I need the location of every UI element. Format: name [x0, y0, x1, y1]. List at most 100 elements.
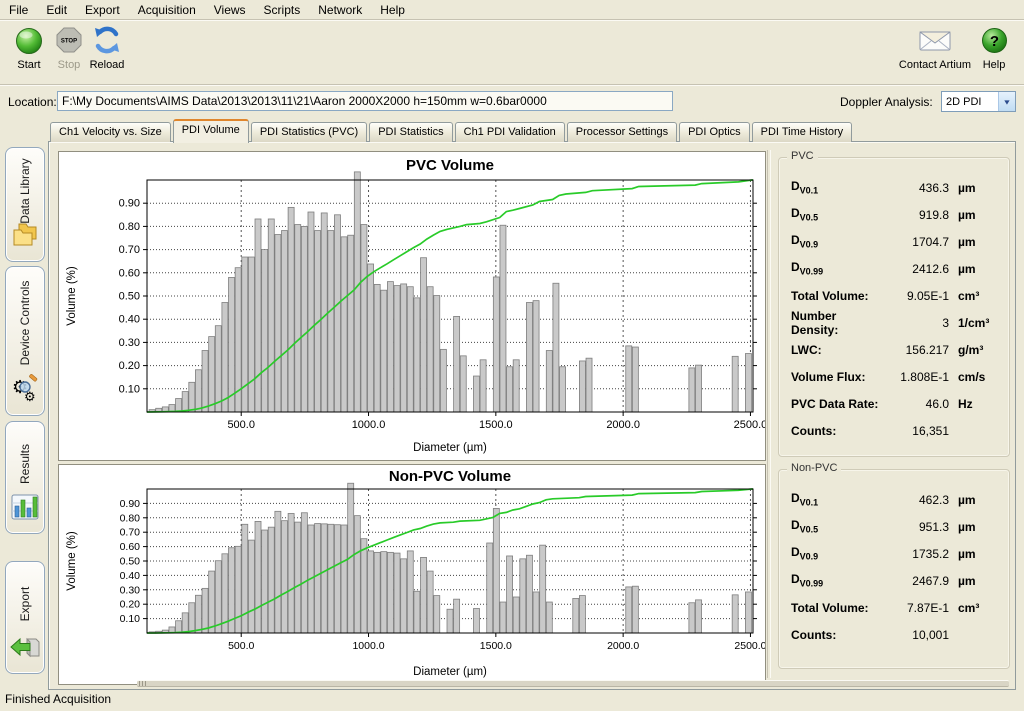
menu-file[interactable]: File: [0, 1, 37, 19]
stat-unit: µm: [949, 181, 999, 195]
doppler-analysis-value: 2D PDI: [942, 96, 998, 108]
reload-label: Reload: [84, 59, 130, 71]
stat-value: 9.05E-1: [883, 289, 949, 303]
tab-ch1-velocity-vs-size[interactable]: Ch1 Velocity vs. Size: [50, 122, 171, 142]
stat-unit: µm: [949, 547, 999, 561]
svg-text:0.60: 0.60: [119, 267, 140, 279]
svg-text:0.20: 0.20: [120, 599, 141, 611]
stat-row-volume-flux: Volume Flux:1.808E-1cm/s: [791, 363, 999, 390]
stat-value: 1.808E-1: [883, 370, 949, 384]
vertical-splitter[interactable]: [767, 150, 771, 678]
sidebar-item-results[interactable]: Results: [5, 421, 45, 534]
folders-icon: [11, 222, 39, 253]
svg-text:0.80: 0.80: [120, 512, 141, 524]
stat-row-counts: Counts:16,351: [791, 417, 999, 444]
contact-artium-button[interactable]: Contact Artium: [894, 23, 976, 71]
stat-label: PVC Data Rate:: [791, 397, 883, 411]
non-pvc-volume-chart: Non-PVC Volume0.100.200.300.400.500.600.…: [58, 464, 766, 685]
svg-text:1500.0: 1500.0: [479, 419, 513, 431]
non-pvc-stat-rows: DV0.1462.3µmDV0.5951.3µmDV0.91735.2µmDV0…: [791, 486, 999, 648]
stat-label: DV0.1: [791, 179, 883, 195]
green-arrow-box-icon: [10, 634, 40, 665]
stat-unit: µm: [949, 262, 999, 276]
stat-value: 3: [883, 316, 949, 330]
stat-value: 1735.2: [883, 547, 949, 561]
chevron-down-icon[interactable]: ▼: [998, 92, 1015, 111]
svg-text:2000.0: 2000.0: [607, 640, 639, 652]
stat-value: 951.3: [883, 520, 949, 534]
stat-row-dv09: DV0.91704.7µm: [791, 228, 999, 255]
tab-strip: Ch1 Velocity vs. SizePDI VolumePDI Stati…: [50, 120, 854, 142]
svg-text:0.10: 0.10: [120, 613, 141, 625]
menu-export[interactable]: Export: [76, 1, 129, 19]
svg-text:0.50: 0.50: [119, 291, 140, 303]
stat-row-pvc-data-rate: PVC Data Rate:46.0Hz: [791, 390, 999, 417]
non-pvc-panel-title: Non-PVC: [787, 462, 841, 474]
sidebar-item-data-library[interactable]: Data Library: [5, 147, 45, 262]
stat-row-lwc: LWC:156.217g/m³: [791, 336, 999, 363]
reload-button[interactable]: Reload: [84, 23, 130, 71]
stat-value: 46.0: [883, 397, 949, 411]
application-window: FileEditExportAcquisitionViewsScriptsNet…: [0, 0, 1024, 711]
stat-row-dv09: DV0.91735.2µm: [791, 540, 999, 567]
stat-row-dv01: DV0.1436.3µm: [791, 174, 999, 201]
stat-value: 919.8: [883, 208, 949, 222]
bar-chart-icon: [11, 494, 39, 525]
svg-text:0.30: 0.30: [119, 337, 140, 349]
svg-text:0.90: 0.90: [119, 198, 140, 210]
stat-value: 7.87E-1: [883, 601, 949, 615]
location-input[interactable]: F:\My Documents\AIMS Data\2013\2013\11\2…: [57, 91, 673, 111]
results-label: Results: [18, 444, 32, 484]
svg-text:1000.0: 1000.0: [352, 419, 386, 431]
stat-unit: µm: [949, 574, 999, 588]
menu-separator: [0, 19, 1024, 21]
stat-unit: 1/cm³: [949, 316, 999, 330]
status-text: Finished Acquisition: [5, 692, 111, 706]
tab-pdi-statistics-pvc-[interactable]: PDI Statistics (PVC): [251, 122, 367, 142]
data-library-label: Data Library: [18, 158, 32, 223]
menu-scripts[interactable]: Scripts: [255, 1, 310, 19]
device-controls-label: Device Controls: [18, 281, 32, 366]
stat-label: DV0.1: [791, 491, 883, 507]
stat-unit: µm: [949, 208, 999, 222]
horizontal-splitter[interactable]: [137, 680, 1009, 687]
stat-row-counts: Counts:10,001: [791, 621, 999, 648]
stat-unit: cm³: [949, 289, 999, 303]
menu-acquisition[interactable]: Acquisition: [129, 1, 205, 19]
stat-label: DV0.5: [791, 518, 883, 534]
stat-row-total-volume: Total Volume:7.87E-1cm³: [791, 594, 999, 621]
svg-text:1500.0: 1500.0: [480, 640, 512, 652]
svg-text:500.0: 500.0: [228, 640, 254, 652]
stat-label: DV0.5: [791, 206, 883, 222]
tab-pdi-statistics[interactable]: PDI Statistics: [369, 122, 452, 142]
svg-text:0.90: 0.90: [120, 498, 141, 510]
envelope-icon: [894, 23, 976, 57]
tab-pdi-time-history[interactable]: PDI Time History: [752, 122, 853, 142]
tab-page-pdi-volume: PVC Volume0.100.200.300.400.500.600.700.…: [48, 141, 1016, 690]
svg-text:?: ?: [989, 33, 998, 50]
svg-text:Diameter (µm): Diameter (µm): [413, 666, 487, 678]
tab-pdi-volume[interactable]: PDI Volume: [173, 119, 249, 143]
tab-processor-settings[interactable]: Processor Settings: [567, 122, 677, 142]
menu-network[interactable]: Network: [309, 1, 371, 19]
sidebar-item-export[interactable]: Export: [5, 561, 45, 674]
stat-label: DV0.9: [791, 233, 883, 249]
menu-help[interactable]: Help: [371, 1, 414, 19]
sidebar-item-device-controls[interactable]: Device Controls ⚙ ⚙: [5, 266, 45, 416]
svg-text:0.70: 0.70: [119, 244, 140, 256]
help-button[interactable]: ? Help: [974, 23, 1014, 71]
stat-label: Counts:: [791, 424, 883, 438]
svg-text:0.60: 0.60: [120, 541, 141, 553]
svg-text:Non-PVC Volume: Non-PVC Volume: [389, 468, 511, 485]
stat-row-dv05: DV0.5919.8µm: [791, 201, 999, 228]
menu-views[interactable]: Views: [205, 1, 255, 19]
svg-text:0.30: 0.30: [120, 584, 141, 596]
svg-text:0.10: 0.10: [119, 383, 140, 395]
doppler-analysis-select[interactable]: 2D PDI ▼: [941, 91, 1016, 112]
tab-ch1-pdi-validation[interactable]: Ch1 PDI Validation: [455, 122, 565, 142]
svg-text:0.50: 0.50: [120, 556, 141, 568]
tab-pdi-optics[interactable]: PDI Optics: [679, 122, 750, 142]
stat-unit: µm: [949, 493, 999, 507]
menu-edit[interactable]: Edit: [37, 1, 76, 19]
stat-value: 16,351: [883, 424, 949, 438]
